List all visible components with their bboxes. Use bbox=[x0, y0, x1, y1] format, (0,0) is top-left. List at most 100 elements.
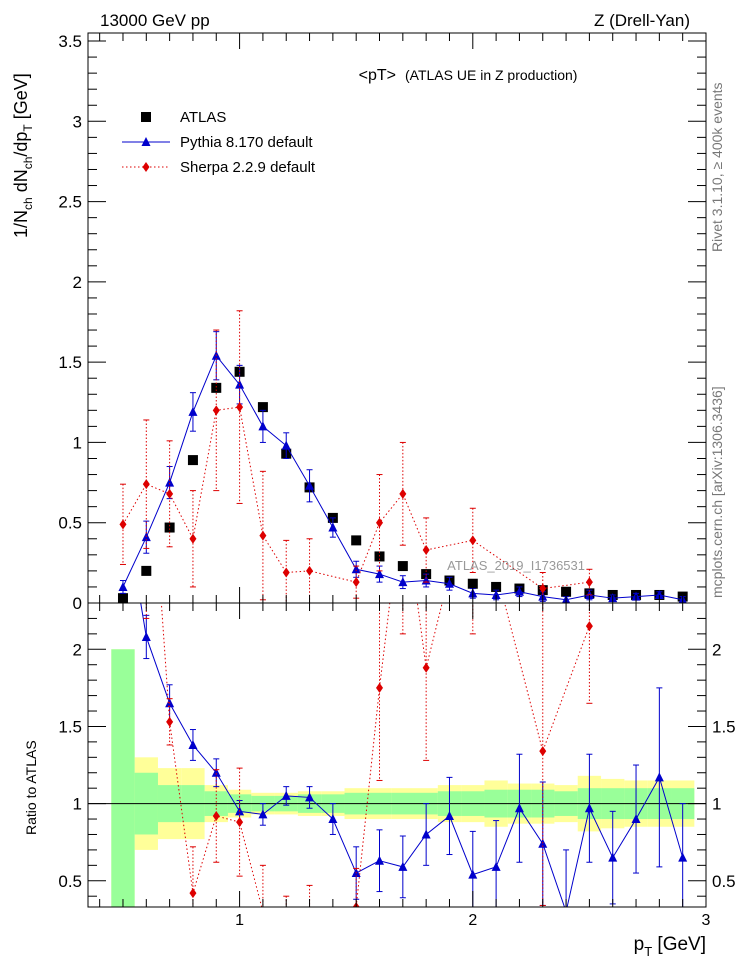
y-tick-label: 0.5 bbox=[58, 514, 82, 533]
sherpa-point bbox=[236, 402, 244, 413]
pythia-ratio-point bbox=[468, 869, 478, 879]
pythia-ratio-point bbox=[305, 792, 315, 802]
sherpa-point bbox=[119, 519, 127, 530]
sherpa-ratio-point bbox=[143, 382, 150, 392]
atlas-point bbox=[351, 535, 362, 546]
pythia-ratio-point bbox=[584, 803, 594, 813]
legend-label: ATLAS bbox=[180, 109, 226, 126]
plot-title-note: (ATLAS UE in Z production) bbox=[405, 67, 577, 83]
pythia-ratio-point bbox=[491, 861, 501, 871]
atlas-point bbox=[164, 522, 175, 533]
pythia-ratio-point bbox=[328, 814, 338, 824]
sherpa-ratio-series bbox=[143, 382, 593, 921]
y-tick-label: 1 bbox=[73, 433, 82, 452]
pythia-point bbox=[188, 406, 198, 416]
pythia-ratio-point bbox=[188, 739, 198, 749]
pythia-ratio-point bbox=[678, 852, 688, 862]
legend-item: Sherpa 2.2.9 default bbox=[122, 159, 316, 176]
sherpa-point bbox=[352, 577, 360, 588]
sherpa-ratio-point bbox=[306, 911, 313, 921]
pythia-point bbox=[514, 586, 524, 596]
pythia-point bbox=[398, 577, 408, 587]
plot-title: <pT> bbox=[359, 67, 396, 84]
pythia-point bbox=[328, 522, 338, 532]
legend-marker bbox=[142, 162, 150, 172]
pythia-ratio-point bbox=[654, 772, 664, 782]
x-tick-label: 2 bbox=[468, 912, 477, 929]
band-inner bbox=[111, 649, 135, 907]
pythia-point bbox=[654, 589, 664, 599]
pythia-ratio-point bbox=[514, 803, 524, 813]
pythia-ratio-point bbox=[608, 852, 618, 862]
sherpa-point bbox=[166, 488, 174, 499]
rivet-note: Rivet 3.1.10, ≥ 400k events bbox=[709, 82, 725, 252]
atlas-point bbox=[187, 455, 198, 466]
y-tick-label-right: 2 bbox=[712, 640, 721, 659]
sherpa-ratio-point bbox=[236, 817, 244, 828]
sherpa-ratio-point bbox=[539, 746, 547, 757]
analysis-watermark: ATLAS_2019_I1736531 bbox=[447, 558, 585, 573]
header-left: 13000 GeV pp bbox=[100, 11, 210, 30]
pythia-point bbox=[491, 589, 501, 599]
y-tick-label-right: 1 bbox=[712, 795, 721, 814]
pythia-point bbox=[258, 421, 268, 431]
pythia-ratio-point bbox=[375, 855, 385, 865]
y-tick-label: 0.5 bbox=[58, 872, 82, 891]
sherpa-point bbox=[376, 517, 384, 528]
atlas-point bbox=[211, 382, 222, 393]
sherpa-ratio-point bbox=[189, 888, 197, 899]
sherpa-point bbox=[399, 488, 407, 499]
header-right: Z (Drell-Yan) bbox=[594, 11, 690, 30]
sherpa-ratio-point bbox=[422, 662, 430, 673]
sherpa-ratio-point bbox=[166, 716, 174, 727]
atlas-point bbox=[397, 561, 408, 572]
sherpa-point bbox=[469, 535, 477, 546]
sherpa-point bbox=[585, 577, 593, 588]
pythia-point bbox=[351, 564, 361, 574]
y-tick-label: 2 bbox=[73, 273, 82, 292]
pythia-point bbox=[235, 379, 245, 389]
atlas-point bbox=[491, 581, 502, 592]
pythia-ratio-point bbox=[444, 810, 454, 820]
sherpa-point bbox=[142, 479, 150, 490]
pythia-ratio-point bbox=[631, 814, 641, 824]
pythia-ratio-point bbox=[398, 861, 408, 871]
pythia-ratio-point bbox=[565, 906, 567, 907]
sherpa-point bbox=[259, 530, 267, 541]
pythia-point bbox=[375, 569, 385, 579]
ratio-frame bbox=[87, 602, 707, 908]
y-tick-label-right: 1.5 bbox=[712, 717, 736, 736]
atlas-point bbox=[141, 565, 152, 576]
pythia-point bbox=[305, 480, 315, 490]
y-tick-label: 1 bbox=[73, 795, 82, 814]
pythia-ratio-point bbox=[258, 809, 268, 819]
sherpa-series bbox=[119, 310, 593, 603]
pythia-ratio-point bbox=[421, 829, 431, 839]
y-tick-label: 2.5 bbox=[58, 193, 82, 212]
legend-marker bbox=[141, 137, 151, 146]
legend-item: ATLAS bbox=[141, 109, 226, 126]
sherpa-ratio-point bbox=[376, 682, 384, 693]
y-tick-label: 1.5 bbox=[58, 717, 82, 736]
atlas-point bbox=[467, 578, 478, 589]
sherpa-ratio-point bbox=[469, 475, 476, 485]
sherpa-point bbox=[282, 567, 290, 578]
legend-item: Pythia 8.170 default bbox=[122, 134, 313, 151]
y-tick-label: 3.5 bbox=[58, 32, 82, 51]
pythia-point bbox=[281, 440, 291, 450]
pythia-point bbox=[165, 477, 175, 487]
x-axis-title: pT [GeV] bbox=[634, 934, 706, 959]
sherpa-point bbox=[306, 565, 314, 576]
sherpa-point bbox=[212, 405, 220, 416]
x-tick-label: 3 bbox=[702, 912, 711, 929]
atlas-point bbox=[561, 586, 572, 597]
sherpa-point bbox=[189, 533, 197, 544]
sherpa-ratio-point bbox=[262, 906, 264, 907]
legend-label: Pythia 8.170 default bbox=[180, 134, 313, 151]
atlas-point bbox=[257, 402, 268, 413]
ratio-panel: 1 2 3 0.5 0.5 1 1 1.5 1.5 2 2 bbox=[58, 382, 736, 929]
legend: ATLAS Pythia 8.170 default Sherpa 2.2.9 de… bbox=[122, 109, 316, 176]
pythia-point bbox=[118, 581, 128, 591]
sherpa-point bbox=[422, 545, 430, 556]
top-y-axis-title: 1/Nch dNch/dpT [GeV] bbox=[11, 73, 35, 238]
